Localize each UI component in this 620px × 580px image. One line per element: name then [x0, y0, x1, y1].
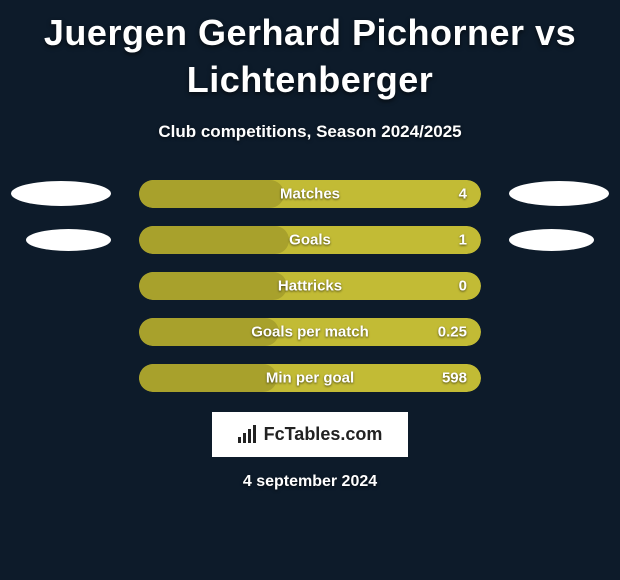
spacer [11, 273, 111, 298]
spacer [509, 365, 609, 390]
player-avatar-left [26, 229, 111, 251]
spacer [509, 273, 609, 298]
bar-fill-left [139, 272, 287, 300]
stat-label: Goals per match [251, 323, 369, 340]
spacer [11, 365, 111, 390]
fctables-text: FcTables.com [264, 424, 383, 445]
stat-row: Goals 1 [0, 226, 620, 254]
player-avatar-right [509, 181, 609, 206]
stat-label: Hattricks [278, 277, 342, 294]
bar-fill-left [139, 180, 284, 208]
stat-value: 1 [459, 231, 467, 248]
stat-row: Min per goal 598 [0, 364, 620, 392]
fctables-badge: FcTables.com [212, 412, 409, 457]
stat-row: Hattricks 0 [0, 272, 620, 300]
spacer [509, 319, 609, 344]
stat-value: 0 [459, 277, 467, 294]
stat-row: Matches 4 [0, 180, 620, 208]
stat-label: Goals [289, 231, 331, 248]
player-avatar-right [509, 229, 594, 251]
stats-block: Matches 4 Goals 1 Hattricks 0 Goals per match 0… [0, 180, 620, 392]
stat-bar: Hattricks 0 [139, 272, 481, 300]
stat-row: Goals per match 0.25 [0, 318, 620, 346]
page-title: Juergen Gerhard Pichorner vs Lichtenberg… [0, 10, 620, 104]
container: Juergen Gerhard Pichorner vs Lichtenberg… [0, 0, 620, 491]
stat-value: 598 [442, 369, 467, 386]
subtitle: Club competitions, Season 2024/2025 [158, 122, 461, 142]
bar-fill-left [139, 364, 277, 392]
stat-bar: Matches 4 [139, 180, 481, 208]
stat-bar: Min per goal 598 [139, 364, 481, 392]
stat-label: Matches [280, 185, 340, 202]
stat-bar: Goals per match 0.25 [139, 318, 481, 346]
stat-label: Min per goal [266, 369, 354, 386]
bar-fill-left [139, 226, 289, 254]
spacer [11, 319, 111, 344]
player-avatar-left [11, 181, 111, 206]
stat-bar: Goals 1 [139, 226, 481, 254]
stat-value: 4 [459, 185, 467, 202]
stat-value: 0.25 [438, 323, 467, 340]
date-line: 4 september 2024 [243, 473, 377, 491]
bar-chart-icon [238, 425, 256, 443]
